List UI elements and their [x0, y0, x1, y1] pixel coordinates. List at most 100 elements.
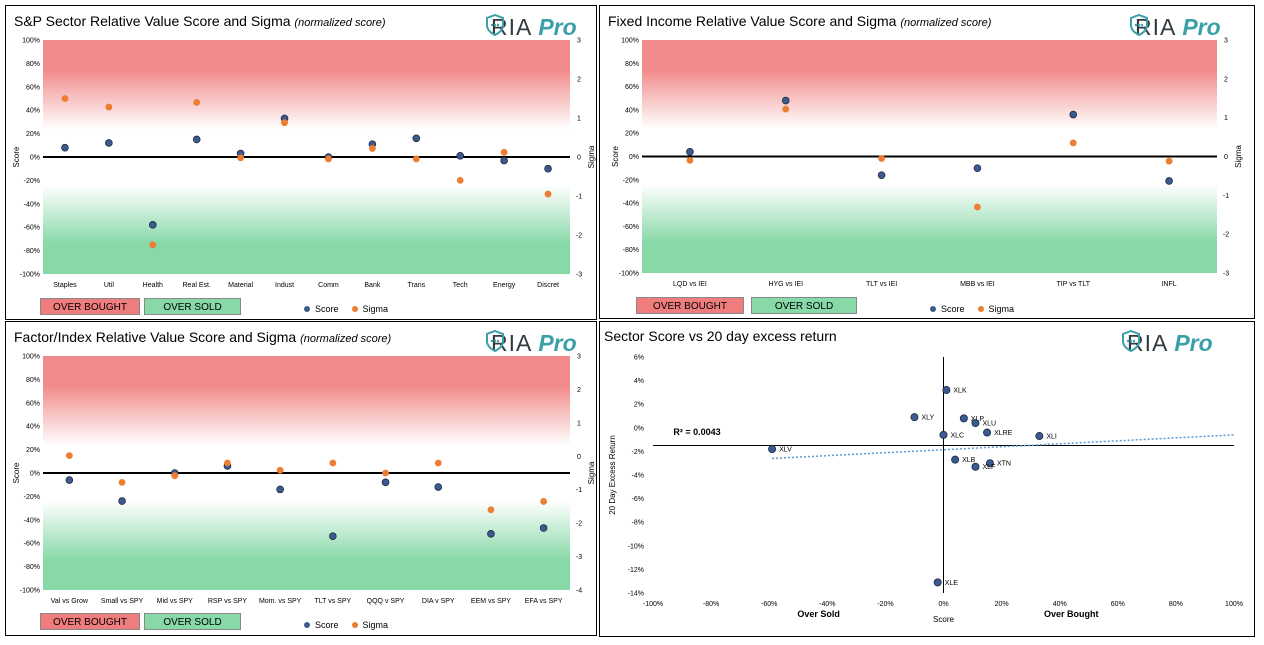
category-label: DIA v SPY [422, 598, 455, 605]
score-point [381, 478, 390, 487]
point-label: XLB [962, 457, 976, 464]
y-tick-label: -10% [628, 543, 644, 550]
score-point [686, 148, 694, 156]
factor-index-chart: 100% 80% 60% 40% 20% 0% -20% -40% -60% -80% -100% 3… [12, 354, 596, 606]
y2-tick-label: -1 [576, 194, 582, 201]
score-point [456, 152, 465, 160]
y2-tick-label: -3 [1223, 271, 1229, 278]
over-sold-label: Over Sold [797, 609, 840, 619]
sigma-point [118, 478, 126, 486]
category-label: Energy [493, 282, 516, 289]
ria-pro-logo: RIA Pro [1122, 330, 1213, 357]
y-tick-label: 80% [26, 61, 40, 68]
y2-tick-label: -2 [576, 521, 582, 528]
data-point [1035, 432, 1044, 441]
category-label: Discret [537, 282, 559, 289]
score-point [1165, 177, 1173, 185]
y-tick-label: 4% [634, 378, 644, 385]
y-tick-label: -20% [24, 178, 40, 185]
fixed-income-chart: 100% 80% 60% 40% 20% 0% -20% -40% -60% -80% -100% 3… [611, 38, 1243, 289]
category-label: Trans [407, 282, 425, 289]
y2-axis-title: Sigma [587, 461, 596, 484]
sigma-point [149, 241, 157, 249]
y-tick-label: -60% [24, 541, 40, 548]
ria-pro-logo: RIA Pro [486, 330, 577, 357]
y-tick-label: 0% [30, 155, 40, 162]
score-point [500, 156, 508, 165]
score-point [192, 135, 201, 144]
y-tick-label: 20% [625, 131, 639, 138]
y-axis-title: 20 Day Excess Return [608, 435, 617, 515]
y-tick-label: 60% [26, 84, 40, 91]
y-tick-label: 20% [26, 447, 40, 454]
category-label: Val vs Grow [51, 598, 89, 605]
y2-tick-label: 2 [577, 387, 581, 394]
shield-icon [1130, 14, 1148, 36]
y2-tick-label: 1 [577, 420, 581, 427]
y-tick-label: -14% [628, 591, 644, 598]
y2-tick-label: -2 [1223, 232, 1229, 239]
data-point [971, 462, 980, 471]
y-tick-label: 2% [634, 402, 644, 409]
category-label: Comm [318, 282, 339, 289]
sigma-point [325, 155, 332, 163]
data-point [939, 430, 948, 439]
score-vs-return-chart: -100% -80% -60% -40% -20% 0% 20% 40% 60% 80% 100% 6… [608, 355, 1243, 625]
data-point [768, 445, 777, 454]
y2-tick-label: -4 [576, 588, 582, 595]
x-tick-label: 0% [938, 601, 948, 608]
score-point [412, 134, 421, 143]
y-tick-label: 60% [26, 400, 40, 407]
y-tick-label: -12% [628, 567, 644, 574]
sigma-point [540, 498, 548, 505]
over-bought-legend: OVER BOUGHT [40, 613, 140, 630]
y2-tick-label: 3 [577, 354, 581, 361]
y-tick-label: 100% [22, 354, 40, 361]
factor-index-panel: 100% 80% 60% 40% 20% 0% -20% -40% -60% -80% -100% 3… [5, 321, 597, 636]
score-point [973, 164, 982, 172]
x-tick-label: 60% [1111, 601, 1125, 608]
chart-title: Sector Score vs 20 day excess return [604, 328, 837, 344]
y-tick-label: 6% [634, 355, 644, 362]
y2-tick-label: -3 [576, 554, 582, 561]
y2-tick-label: -1 [1223, 193, 1229, 200]
y-tick-label: 20% [26, 131, 40, 138]
category-label: EFA vs SPY [525, 598, 563, 605]
y-tick-label: -8% [632, 520, 644, 527]
data-point [910, 413, 919, 422]
y-tick-label: -80% [24, 248, 40, 255]
y2-tick-label: -3 [576, 272, 582, 279]
series-legend: Score Sigma [304, 620, 388, 630]
category-label: Health [143, 282, 163, 289]
y-tick-label: -20% [24, 494, 40, 501]
x-tick-label: 40% [1053, 601, 1067, 608]
category-label: RSP vs SPY [208, 598, 247, 605]
y-tick-label: -40% [24, 201, 40, 208]
data-point [951, 455, 960, 464]
y2-tick-label: 0 [577, 454, 581, 461]
sigma-point [544, 190, 552, 198]
category-label: Real Est. [183, 282, 211, 289]
sigma-point [171, 472, 179, 480]
sigma-point [412, 155, 420, 163]
y-tick-label: -80% [623, 247, 639, 254]
y-tick-label: -100% [20, 588, 40, 595]
data-point [983, 428, 992, 437]
trend-line [772, 434, 1235, 460]
x-tick-label: 80% [1169, 601, 1183, 608]
data-point [959, 414, 968, 423]
category-label: Staples [53, 282, 77, 289]
score-point [434, 483, 443, 491]
over-bought-legend: OVER BOUGHT [40, 298, 140, 315]
ria-pro-logo: RIA Pro [1130, 14, 1221, 41]
data-point [971, 419, 980, 428]
sigma-point [368, 145, 376, 152]
y-tick-label: -100% [20, 272, 40, 279]
y-tick-label: -100% [619, 271, 639, 278]
y-tick-label: 100% [22, 38, 40, 45]
x-tick-label: -40% [819, 601, 835, 608]
category-label: MBB vs IEI [960, 281, 995, 288]
y-tick-label: 40% [625, 107, 639, 114]
ria-pro-logo: RIA Pro [486, 14, 577, 41]
score-point [539, 524, 548, 532]
